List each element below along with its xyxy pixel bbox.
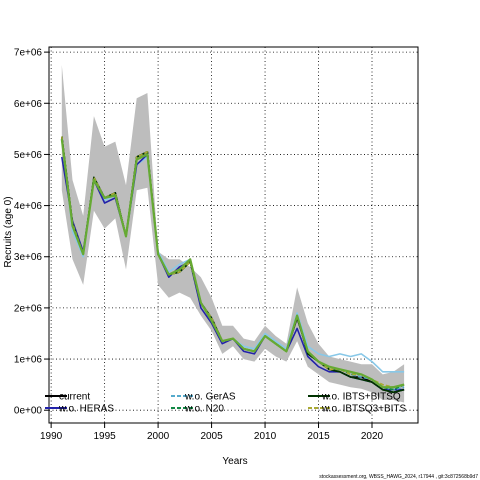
y-tick-label: 6e+06 — [14, 99, 43, 110]
y-tick-label: 5e+06 — [14, 150, 43, 161]
legend-label: w.o. GerAS — [184, 392, 236, 403]
y-tick-label: 3e+06 — [14, 252, 43, 263]
confidence-band-layer — [61, 64, 405, 403]
x-tick-label: 2000 — [147, 431, 170, 442]
legend-label: w.o. N20 — [184, 404, 224, 415]
legend-label: w.o. HERAS — [58, 404, 114, 415]
x-tick-label: 2010 — [254, 431, 277, 442]
confidence-band — [61, 64, 405, 403]
axis-layer: 1990 1995 2000 2005 2010 2015 2020 0e+00 1e+06 2e… — [14, 48, 384, 442]
legend-label: w.o. IBTS+BITSQ — [321, 392, 401, 403]
y-axis-title: Recruits (age 0) — [3, 196, 14, 267]
y-tick-label: 1e+06 — [14, 355, 43, 366]
x-tick-label: 1995 — [93, 431, 116, 442]
x-axis-title: Years — [222, 456, 247, 467]
y-tick-label: 2e+06 — [14, 303, 43, 314]
plot-frame — [48, 46, 419, 424]
x-tick-label: 1990 — [40, 431, 63, 442]
y-tick-label: 7e+06 — [14, 48, 43, 59]
y-tick-label: 0e+00 — [14, 406, 43, 417]
x-tick-label: 2005 — [200, 431, 223, 442]
credit-text: stockassessment.org, WBSS_HAWG_2024, r17… — [319, 474, 478, 480]
series-line-7 — [60, 138, 405, 389]
x-tick-label: 2015 — [307, 431, 330, 442]
series-layer — [60, 136, 405, 394]
legend-label: w.o. IBTSQ3+BITS — [321, 404, 407, 415]
legend-label: current — [59, 392, 90, 403]
x-tick-label: 2020 — [361, 431, 384, 442]
y-tick-label: 4e+06 — [14, 201, 43, 212]
